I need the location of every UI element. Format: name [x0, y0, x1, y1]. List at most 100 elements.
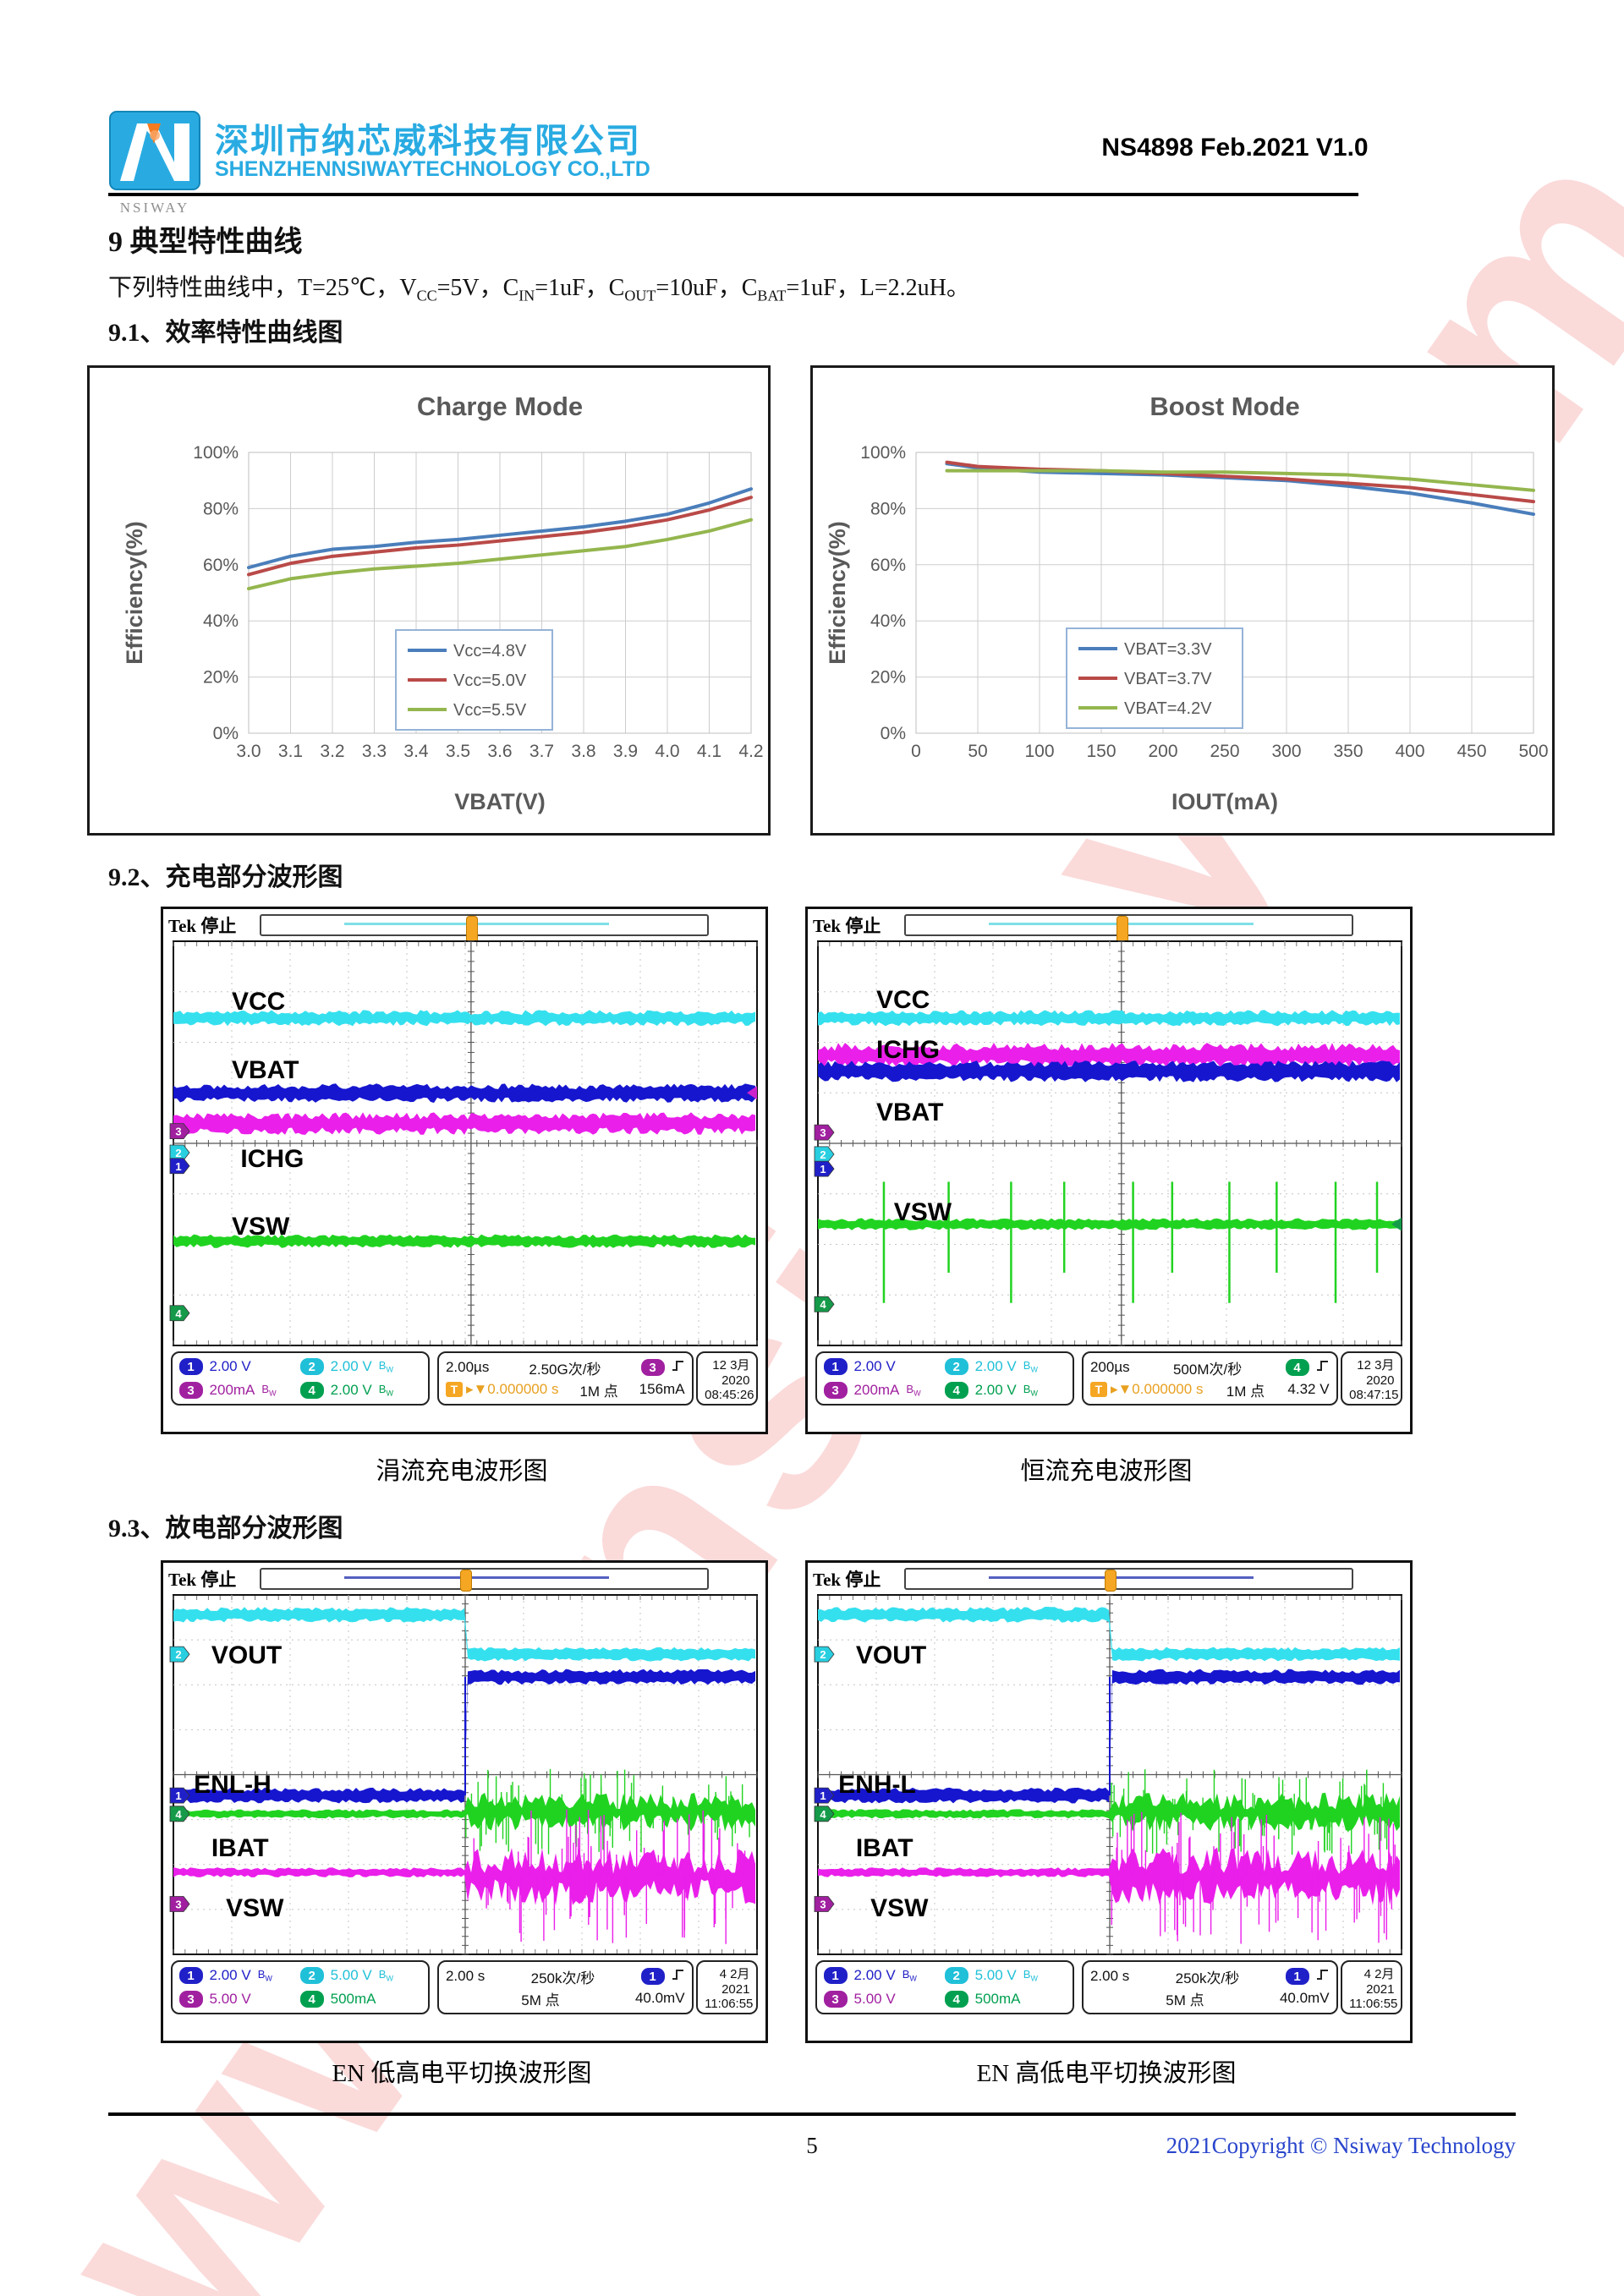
- channel-marker-number: 2: [820, 1148, 826, 1161]
- channel-marker-number: 4: [820, 1808, 826, 1821]
- trigger-slope-icon: [672, 1359, 685, 1377]
- series-Vcc=5.5V: [247, 518, 753, 591]
- channel-1-scale: 2.00 V: [853, 1967, 896, 1983]
- bandwidth-limit-icon: BW: [1023, 1359, 1038, 1374]
- scope-graticule: 3 21 4: [169, 940, 758, 1346]
- bandwidth-limit-icon: BW: [257, 1968, 272, 1983]
- channel-1-badge: 1: [823, 1967, 848, 1984]
- tek-status-label: Tek 停止: [813, 1570, 881, 1590]
- channel-marker-number: 4: [175, 1307, 182, 1320]
- waveform-label-vout: VOUT: [855, 1641, 927, 1670]
- trigger-position-marker: [460, 1570, 472, 1592]
- scope-trace: [173, 1010, 755, 1027]
- trigger-slope-icon: [672, 1968, 685, 1986]
- waveform-label-enh-l: ENH-L: [838, 1771, 916, 1800]
- bandwidth-limit-icon: BW: [1023, 1968, 1038, 1983]
- bandwidth-limit-icon: BW: [1023, 1383, 1038, 1398]
- channel-3-marker-icon: [169, 1896, 190, 1912]
- waveform-label-enl-h: ENL-H: [194, 1771, 272, 1800]
- x-tick-label: 4.1: [697, 742, 721, 761]
- channel-1-scale: 2.00 V: [209, 1358, 251, 1374]
- channel-4-badge: 4: [944, 1382, 968, 1399]
- channel-3-badge: 3: [823, 1382, 848, 1399]
- scope-trace: [818, 1218, 1400, 1230]
- x-tick-label: 250: [1210, 742, 1239, 761]
- datetime-readout: 12 3月 2020 08:45:26: [696, 1351, 759, 1406]
- series-Vcc=4.8V: [247, 487, 753, 570]
- trigger-source-badge: 3: [640, 1359, 665, 1376]
- charge-mode-chart-svg: 0% 20% 40% 60% 80% 100% 3.0 3.1 3.2 3.3 3.4 3.5 3.6 3…: [122, 392, 764, 814]
- waveform-label-vcc: VCC: [232, 987, 286, 1016]
- waveform-position-bar: [903, 1568, 1353, 1590]
- channel-1-scale: 2.00 V: [209, 1967, 251, 1983]
- x-tick-label: 0: [911, 742, 921, 761]
- channel-4-scale: 500mA: [974, 1991, 1021, 2007]
- channel-4-marker-icon: [169, 1806, 190, 1822]
- datetime-readout: 4 2月 2021 11:06:55: [696, 1960, 759, 2014]
- channel-4-marker-icon: [814, 1296, 835, 1312]
- series-VBAT=3.7V: [945, 460, 1535, 504]
- timebase-trigger-readout: 2.00 s 250k次/秒 1 5M 点 40.0mV: [436, 1960, 694, 2014]
- y-tick-label: 100%: [193, 443, 239, 463]
- trigger-level-value: 156mA: [639, 1381, 685, 1397]
- caption-en-high-low: EN 高低电平切换波形图: [976, 2060, 1237, 2087]
- company-name-en: SHENZHENNSIWAYTECHNOLOGY CO.,LTD: [215, 157, 650, 181]
- channel-marker-number: 1: [820, 1163, 826, 1175]
- boost-mode-chart-svg: 0% 20% 40% 60% 80% 100% 0 50 100 150 200 250 300 350 4…: [825, 392, 1549, 814]
- x-tick-label: 3.8: [571, 742, 595, 761]
- scope-en-low-high: Tek 停止 2 1 4 3 VOUT ENL-H IBAT VSW 1 2.00 V BW 2 5.00…: [161, 1560, 768, 2043]
- timebase-value: 2.00 s: [445, 1968, 486, 1984]
- channel-4-scale: 500mA: [330, 1991, 376, 2007]
- channel-2-marker-icon: [814, 1146, 835, 1163]
- waveform-label-vcc: VCC: [876, 985, 930, 1014]
- y-tick-label: 40%: [203, 611, 239, 631]
- sample-rate-value: 500M次/秒: [1172, 1361, 1243, 1378]
- channel-3-scale: 5.00 V: [853, 1991, 896, 2007]
- trigger-level-value: 40.0mV: [1279, 1990, 1330, 2006]
- record-length-value: 5M 点: [521, 1992, 560, 2008]
- channel-4-scale: 2.00 V: [974, 1382, 1017, 1398]
- tek-status-label: Tek 停止: [813, 916, 881, 936]
- record-length-value: 1M 点: [1226, 1383, 1265, 1400]
- x-tick-label: 3.1: [278, 742, 303, 761]
- trigger-level-marker-icon: [747, 1086, 757, 1100]
- channel-2-badge: 2: [299, 1358, 324, 1375]
- timebase-value: 2.00µs: [445, 1359, 490, 1375]
- x-tick-label: 3.5: [446, 742, 470, 761]
- channel-4-marker-icon: [169, 1305, 190, 1322]
- channel-marker-number: 4: [175, 1808, 182, 1821]
- channel-4-badge: 4: [944, 1991, 968, 2008]
- channel-4-badge: 4: [299, 1382, 324, 1399]
- channel-1-badge: 1: [823, 1358, 848, 1375]
- waveform-position-bar: [259, 914, 709, 936]
- datetime-readout: 4 2月 2021 11:06:55: [1341, 1960, 1403, 2014]
- channel-2-marker-icon: [814, 1646, 835, 1663]
- scope-trace: [818, 1847, 1400, 1906]
- scope-trace: [818, 1060, 1400, 1082]
- channel-marker-number: 1: [175, 1789, 181, 1802]
- record-length-value: 1M 点: [579, 1383, 618, 1400]
- legend-entry: Vcc=4.8V: [453, 642, 527, 660]
- legend-entry: VBAT=3.7V: [1124, 670, 1212, 688]
- trigger-offset-value: ▸▼0.000000 s: [465, 1381, 559, 1397]
- bandwidth-limit-icon: BW: [902, 1968, 917, 1983]
- trigger-slope-icon: [1316, 1968, 1330, 1986]
- scope-date: 4 2月 2021: [719, 1966, 750, 1997]
- logo-word: NSIWAY: [119, 200, 190, 216]
- scope-trickle-charge: Tek 停止 3 2 1 4 VCC VBAT ICHG VSW 1 2.00 V 2 2.00 V BW…: [161, 907, 768, 1434]
- bandwidth-limit-icon: BW: [906, 1383, 921, 1398]
- trigger-source-badge: 1: [1285, 1968, 1309, 1985]
- sample-rate-value: 2.50G次/秒: [529, 1361, 601, 1378]
- channel-3-badge: 3: [178, 1991, 203, 2008]
- document-reference: NS4898 Feb.2021 V1.0: [1101, 134, 1369, 162]
- y-tick-label: 0%: [881, 724, 906, 743]
- channel-2-scale: 2.00 V: [974, 1358, 1017, 1374]
- scope-date: 4 2月 2021: [1363, 1966, 1395, 1997]
- channel-3-badge: 3: [823, 1991, 848, 2008]
- channel-2-scale: 5.00 V: [330, 1967, 372, 1983]
- scope-trace: [173, 1234, 755, 1248]
- channel-2-badge: 2: [299, 1967, 324, 1984]
- tek-status-label: Tek 停止: [168, 1570, 237, 1590]
- channel-settings-readout: 1 2.00 V 2 2.00 V BW 3 200mA BW 4 2.00 V BW: [170, 1351, 430, 1406]
- x-tick-label: 4.2: [738, 742, 763, 761]
